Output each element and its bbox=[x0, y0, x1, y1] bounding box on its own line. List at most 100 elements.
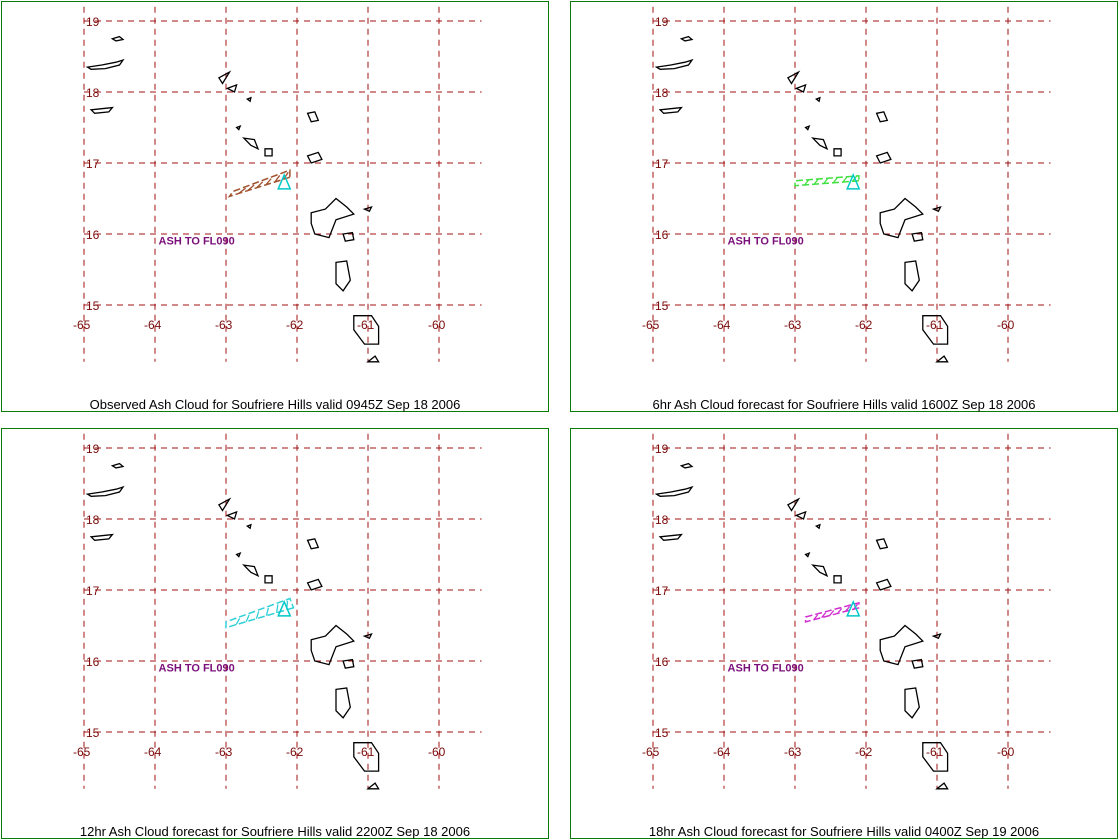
island-coastline bbox=[935, 782, 949, 790]
island-coastline bbox=[904, 687, 920, 719]
island-coastline bbox=[786, 497, 801, 512]
island-coastline bbox=[804, 124, 811, 131]
island-coastline bbox=[931, 205, 942, 213]
ash-cloud-hatch bbox=[247, 184, 255, 192]
lon-tick-label: -60 bbox=[428, 745, 446, 759]
lon-tick-label: -60 bbox=[997, 318, 1015, 332]
island-coastline bbox=[922, 315, 949, 345]
island-coastline bbox=[245, 523, 252, 530]
island-coastline bbox=[264, 148, 273, 157]
island-coastline bbox=[217, 70, 232, 85]
lat-tick-label: 18 bbox=[86, 513, 100, 527]
ash-cloud-hatch bbox=[265, 178, 272, 186]
map-panel-observed: ASH TO FL090 19 18 17 16 15 -65 -64 -63 -62 -61 -60… bbox=[1, 1, 549, 412]
lat-tick-label: 17 bbox=[655, 157, 669, 171]
lat-tick-label: 19 bbox=[655, 15, 669, 29]
island-coastline bbox=[342, 231, 355, 242]
island-coastline bbox=[85, 58, 125, 70]
ash-cloud-hatch bbox=[821, 612, 827, 619]
island-coastline bbox=[310, 197, 356, 239]
ash-label: ASH TO FL090 bbox=[728, 663, 804, 675]
lat-tick-label: 18 bbox=[655, 513, 669, 527]
island-coastline bbox=[353, 315, 380, 345]
ash-cloud-outline bbox=[804, 601, 860, 623]
island-coastline bbox=[353, 742, 380, 772]
island-coastline bbox=[786, 70, 801, 85]
ash-label: ASH TO FL090 bbox=[159, 663, 235, 675]
lat-tick-label: 17 bbox=[655, 584, 669, 598]
island-coastline bbox=[217, 497, 232, 512]
island-coastline bbox=[911, 231, 924, 242]
map-canvas: ASH TO FL090 19 18 17 16 15 -65 -64 -63 -62 -61 -60 bbox=[642, 433, 1051, 790]
island-coastline bbox=[935, 355, 949, 363]
ash-cloud-hatch bbox=[235, 618, 241, 625]
ash-cloud-hatch bbox=[245, 614, 250, 622]
ash-cloud-outline bbox=[794, 174, 860, 187]
lon-tick-label: -65 bbox=[642, 318, 660, 332]
island-coastline bbox=[654, 485, 694, 497]
lon-tick-label: -62 bbox=[286, 318, 304, 332]
ash-label: ASH TO FL090 bbox=[728, 236, 804, 248]
lon-tick-label: -61 bbox=[926, 318, 944, 332]
island-coastline bbox=[931, 632, 942, 640]
island-coastline bbox=[235, 124, 242, 131]
ash-cloud-hatch bbox=[804, 179, 810, 186]
lon-tick-label: -63 bbox=[784, 318, 802, 332]
ash-cloud-hatch bbox=[238, 187, 247, 195]
island-coastline bbox=[904, 260, 920, 292]
island-coastline bbox=[810, 564, 829, 578]
ash-cloud-hatch bbox=[832, 177, 838, 184]
island-coastline bbox=[110, 35, 125, 42]
ash-cloud-hatch bbox=[845, 605, 851, 612]
island-coastline bbox=[310, 624, 356, 666]
island-coastline bbox=[241, 564, 260, 578]
lat-tick-label: 15 bbox=[86, 299, 100, 313]
island-coastline bbox=[264, 575, 273, 584]
island-coastline bbox=[814, 96, 821, 103]
island-coastline bbox=[658, 106, 683, 114]
island-coastline bbox=[833, 148, 842, 157]
ash-cloud-hatch bbox=[823, 178, 829, 184]
ash-cloud-hatch bbox=[842, 176, 848, 183]
ash-cloud-hatch bbox=[283, 171, 289, 180]
lon-tick-label: -65 bbox=[642, 745, 660, 759]
ash-cloud-hatch bbox=[813, 178, 819, 185]
island-coastline bbox=[335, 260, 351, 292]
ash-cloud-hatch bbox=[274, 175, 281, 183]
ash-cloud-hatch bbox=[829, 610, 835, 616]
island-coastline bbox=[810, 137, 829, 151]
island-coastline bbox=[875, 538, 889, 550]
lat-tick-label: 16 bbox=[86, 655, 100, 669]
map-canvas: ASH TO FL090 19 18 17 16 15 -65 -64 -63 -62 -61 -60 bbox=[642, 6, 1051, 363]
island-coastline bbox=[679, 35, 694, 42]
lon-tick-label: -63 bbox=[215, 745, 233, 759]
lon-tick-label: -64 bbox=[144, 745, 162, 759]
island-coastline bbox=[89, 106, 114, 114]
island-coastline bbox=[879, 624, 925, 666]
island-coastline bbox=[658, 533, 683, 541]
island-coastline bbox=[366, 782, 380, 790]
island-coastline bbox=[89, 533, 114, 541]
lat-tick-label: 19 bbox=[655, 442, 669, 456]
volcano-icon bbox=[277, 599, 292, 617]
lat-tick-label: 18 bbox=[655, 86, 669, 100]
island-coastline bbox=[225, 83, 238, 93]
volcano-icon bbox=[846, 599, 861, 617]
island-coastline bbox=[875, 111, 889, 123]
island-coastline bbox=[794, 510, 807, 520]
ash-cloud-hatch bbox=[255, 611, 260, 619]
map-panel-12hr: ASH TO FL090 19 18 17 16 15 -65 -64 -63 -62 -61 -60… bbox=[1, 428, 549, 839]
lon-tick-label: -61 bbox=[357, 745, 375, 759]
island-coastline bbox=[804, 551, 811, 558]
island-coastline bbox=[833, 575, 842, 584]
island-coastline bbox=[225, 510, 238, 520]
island-coastline bbox=[235, 551, 242, 558]
ash-cloud-outline bbox=[227, 169, 291, 198]
island-coastline bbox=[110, 462, 125, 469]
volcano-icon bbox=[846, 172, 861, 190]
ash-cloud-hatch bbox=[837, 608, 843, 614]
lon-tick-label: -62 bbox=[855, 745, 873, 759]
island-coastline bbox=[911, 658, 924, 669]
lon-tick-label: -64 bbox=[713, 318, 731, 332]
lat-tick-label: 16 bbox=[86, 228, 100, 242]
